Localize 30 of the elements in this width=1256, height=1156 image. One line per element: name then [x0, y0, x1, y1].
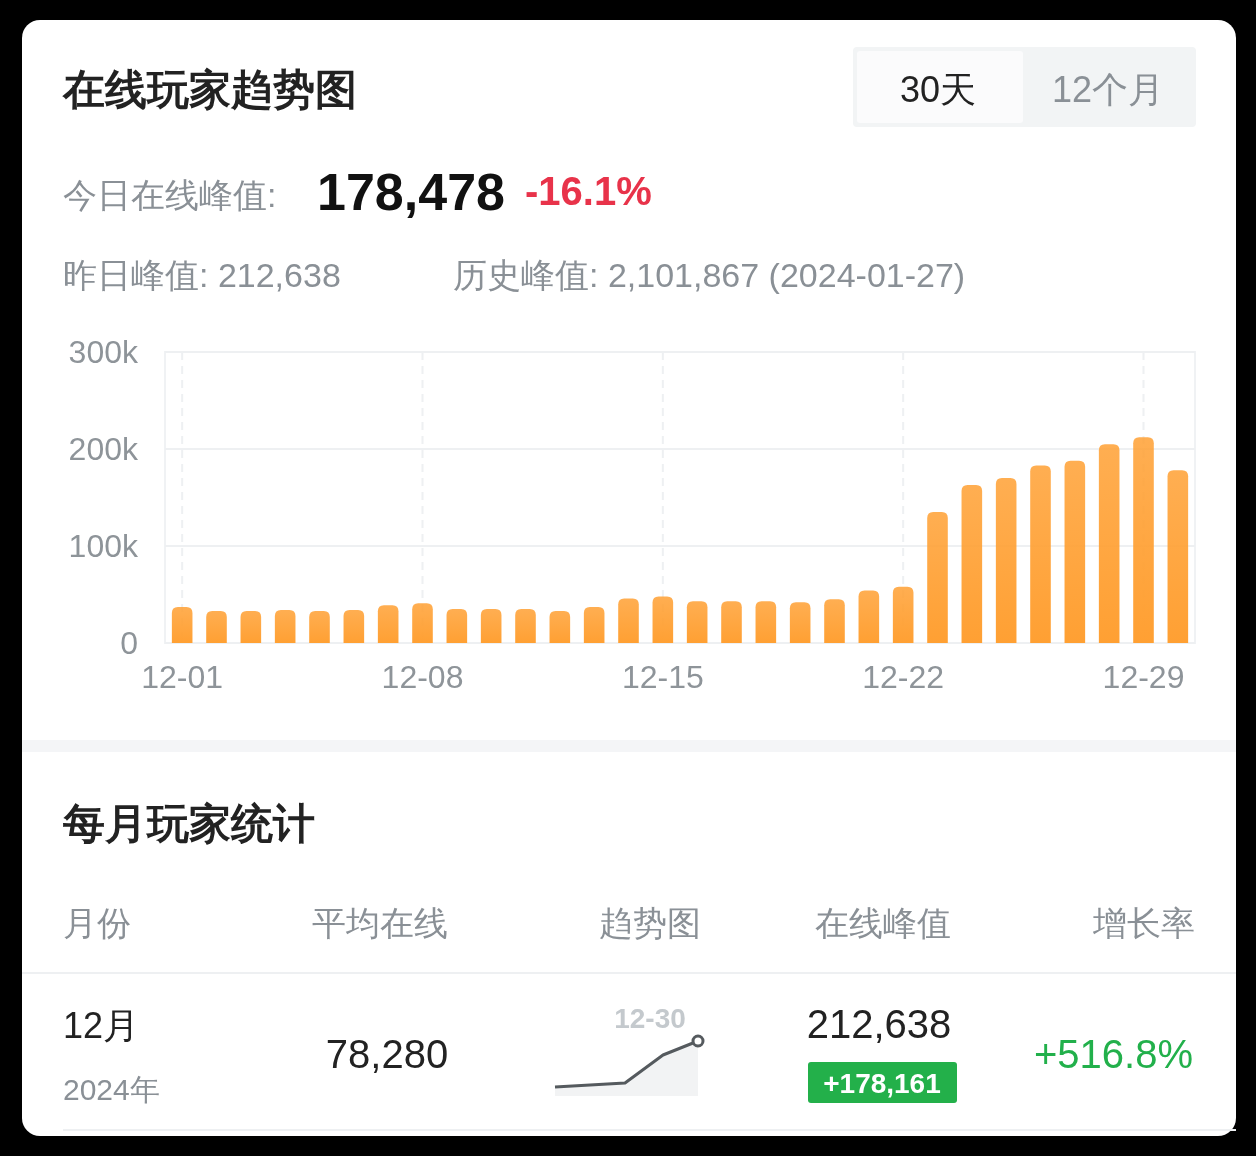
annotation: 平均在线	[312, 904, 448, 942]
annotation: 增长率	[1093, 904, 1195, 942]
annotation: +178,161	[823, 1068, 941, 1099]
ytick: 300k	[68, 334, 138, 370]
annotation: +516.8%	[1033, 1032, 1193, 1076]
annotation: 2024年	[63, 1073, 160, 1106]
annotation: -16.1%	[525, 169, 652, 213]
title: 在线玩家趋势图	[63, 66, 357, 113]
ytick: 0	[120, 625, 138, 661]
annotation: 212,638	[806, 1002, 952, 1046]
annotation: 历史峰值: 2,101,867 (2024-01-27)	[453, 256, 966, 294]
xtick: 12-29	[1102, 659, 1185, 695]
xtick: 12-08	[381, 659, 464, 695]
annotation: 178,478	[317, 163, 505, 221]
annotation: 30天	[900, 69, 976, 110]
xtick: 12-15	[621, 659, 704, 695]
annotation: 今日在线峰值:	[63, 176, 277, 214]
annotation: 12月	[63, 1005, 140, 1046]
ytick: 200k	[68, 431, 138, 467]
annotation: 月份	[63, 904, 131, 942]
annotation: 在线峰值	[815, 904, 951, 942]
xtick: 12-01	[141, 659, 224, 695]
xtick: 12-22	[862, 659, 945, 695]
ytick: 100k	[68, 528, 138, 564]
annotation: 78,280	[325, 1032, 449, 1076]
annotation: 12个月	[1052, 69, 1164, 110]
annotation: 每月玩家统计	[63, 800, 315, 847]
annotation: 12-30	[614, 1003, 686, 1034]
annotation: 昨日峰值: 212,638	[63, 256, 341, 294]
annotation: 趋势图	[599, 904, 701, 942]
